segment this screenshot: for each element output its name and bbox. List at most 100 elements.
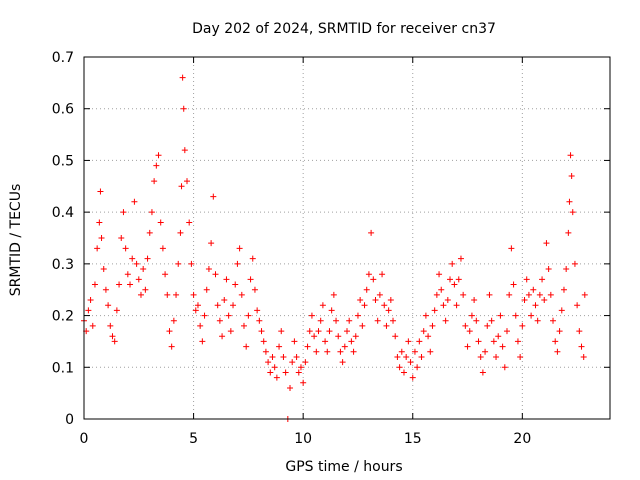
data-point [346,317,353,324]
data-point [210,193,217,200]
data-point [247,276,254,283]
data-point [497,312,504,319]
data-point [370,276,377,283]
data-point [541,297,548,304]
data-point [578,343,585,350]
data-point [567,152,574,159]
data-point [390,317,397,324]
data-point [536,291,543,298]
data-point [400,369,407,376]
data-point [341,343,348,350]
data-point [453,302,460,309]
x-axis-label: GPS time / hours [285,459,402,475]
data-point [576,328,583,335]
y-tick-label: 0.4 [52,205,74,221]
data-point [243,343,250,350]
data-point [466,328,473,335]
axis-ticks: 0 0.1 0.2 0.3 0.4 0.5 0.6 0.7 0 5 10 15 20 [52,50,610,447]
data-point [142,286,149,293]
data-point [260,338,267,345]
data-point [190,291,197,298]
data-point [192,307,199,314]
data-point [359,322,366,329]
data-point [365,271,372,278]
data-point [449,260,456,267]
data-point [506,291,513,298]
y-tick-label: 0.1 [52,360,74,376]
data-point [503,328,510,335]
data-point [440,302,447,309]
data-point [418,353,425,360]
data-point [170,317,177,324]
data-point [265,359,272,366]
data-point [530,286,537,293]
data-point [122,245,129,252]
data-point [475,338,482,345]
data-point [357,297,364,304]
data-point [214,302,221,309]
data-point [512,312,519,319]
data-point [162,271,169,278]
data-point [464,343,471,350]
data-point [495,333,502,340]
data-point [221,297,228,304]
data-point [180,105,187,112]
data-point [385,307,392,314]
data-point [289,359,296,366]
data-point [425,333,432,340]
data-point [159,245,166,252]
x-tick-label: 10 [294,431,312,447]
data-point [383,322,390,329]
data-point [528,312,535,319]
data-point [168,343,175,350]
data-point [569,209,576,216]
data-point [97,188,104,195]
data-point [129,255,136,262]
data-point [510,281,517,288]
y-tick-label: 0.7 [52,50,74,66]
data-point [304,343,311,350]
data-point [525,291,532,298]
data-point [521,297,528,304]
data-point [120,209,127,216]
data-point [409,374,416,381]
data-point [201,312,208,319]
y-tick-label: 0.5 [52,153,74,169]
data-point [308,312,315,319]
data-point [227,328,234,335]
data-point [403,353,410,360]
data-point [462,322,469,329]
data-point [184,178,191,185]
data-point [335,333,342,340]
data-point [545,266,552,273]
data-point [427,348,434,355]
data-point [493,353,500,360]
data-point [361,302,368,309]
data-point [107,322,114,329]
y-axis-label: SRMTID / TECUs [8,184,24,297]
data-point [166,328,173,335]
data-point [164,291,171,298]
data-point [431,307,438,314]
data-point [374,317,381,324]
data-point [387,297,394,304]
data-point [109,333,116,340]
data-point [238,291,245,298]
data-point [94,245,101,252]
data-point [85,307,92,314]
x-tick-label: 5 [189,431,198,447]
data-point [313,348,320,355]
data-point [181,147,188,154]
data-point [523,276,530,283]
data-point [482,348,489,355]
data-point [324,348,331,355]
data-point [116,281,123,288]
data-point [519,322,526,329]
data-point [295,369,302,376]
data-point [223,276,230,283]
data-point [178,183,185,190]
data-point [197,322,204,329]
data-point [550,317,557,324]
data-point [442,317,449,324]
